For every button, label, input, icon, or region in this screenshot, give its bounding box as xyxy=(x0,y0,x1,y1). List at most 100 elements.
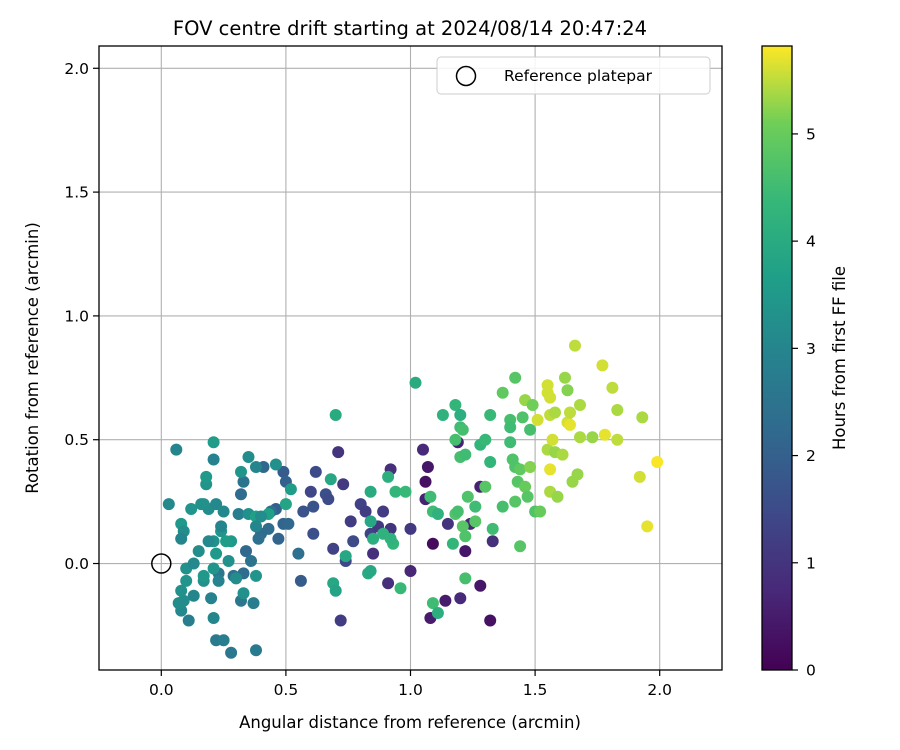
data-point xyxy=(247,597,260,610)
data-point xyxy=(344,515,357,528)
data-point xyxy=(235,465,247,478)
data-point xyxy=(292,547,305,560)
data-point xyxy=(409,376,422,389)
data-point xyxy=(250,569,262,582)
data-point xyxy=(162,498,175,511)
data-point xyxy=(367,547,380,560)
data-point xyxy=(202,535,215,548)
data-point xyxy=(232,508,245,520)
data-point xyxy=(479,480,492,493)
data-point xyxy=(377,505,390,518)
data-point xyxy=(431,607,444,619)
data-point xyxy=(636,411,649,424)
data-point xyxy=(212,574,225,587)
data-point xyxy=(571,468,584,481)
x-tick-label: 0.0 xyxy=(149,681,174,699)
data-point xyxy=(606,381,619,394)
data-point xyxy=(192,545,205,558)
legend-box xyxy=(436,56,711,95)
x-tick-label: 1.5 xyxy=(523,681,548,699)
data-point xyxy=(307,527,320,540)
data-point xyxy=(509,371,522,384)
data-point xyxy=(364,565,377,577)
data-point xyxy=(419,475,432,488)
data-point xyxy=(449,433,462,446)
data-point xyxy=(569,339,581,352)
data-point xyxy=(641,520,654,533)
data-point xyxy=(197,569,210,582)
data-point xyxy=(175,532,188,545)
data-point xyxy=(504,421,517,434)
data-point xyxy=(332,446,345,459)
data-point xyxy=(170,443,183,456)
data-point xyxy=(556,448,569,461)
data-point xyxy=(182,614,195,627)
x-axis-label: Angular distance from reference (arcmin) xyxy=(239,713,581,732)
data-point xyxy=(334,614,347,627)
legend-label: Reference platepar xyxy=(504,67,653,85)
data-point xyxy=(456,520,469,533)
colorbar xyxy=(762,46,792,670)
data-point xyxy=(205,592,218,605)
data-point xyxy=(486,522,499,535)
data-point xyxy=(459,572,472,585)
y-tick-label: 1.5 xyxy=(64,184,89,202)
data-point xyxy=(269,458,282,471)
colorbar-tick-label: 0 xyxy=(806,662,816,680)
x-tick-label: 0.5 xyxy=(274,681,299,699)
data-point xyxy=(187,589,200,602)
data-point xyxy=(421,461,434,473)
data-point xyxy=(439,594,452,607)
data-point xyxy=(382,577,395,590)
data-point xyxy=(459,545,472,558)
data-point xyxy=(252,532,265,545)
data-point xyxy=(541,379,554,392)
data-point xyxy=(235,488,247,501)
data-point xyxy=(329,584,342,597)
data-point xyxy=(284,483,297,496)
data-point xyxy=(526,399,539,411)
data-point xyxy=(185,503,198,515)
data-point xyxy=(441,517,454,530)
data-point xyxy=(404,565,417,577)
data-point xyxy=(367,532,380,545)
data-point xyxy=(240,545,252,558)
data-point xyxy=(364,485,377,498)
data-point xyxy=(596,359,609,372)
data-point xyxy=(449,399,462,411)
data-point xyxy=(279,498,292,511)
data-point xyxy=(304,485,317,498)
data-point xyxy=(451,505,464,518)
data-point xyxy=(454,592,467,605)
data-point xyxy=(307,500,320,513)
data-point xyxy=(504,436,517,449)
data-point xyxy=(479,433,492,446)
colorbar-tick-label: 3 xyxy=(806,340,816,358)
data-point xyxy=(534,505,547,518)
data-point xyxy=(272,532,285,545)
data-point xyxy=(382,470,395,483)
data-point xyxy=(531,413,544,426)
data-point xyxy=(324,473,337,486)
data-point xyxy=(561,384,574,397)
data-point xyxy=(242,451,255,463)
data-point xyxy=(217,505,230,518)
data-point xyxy=(461,490,474,503)
x-tick-label: 2.0 xyxy=(647,681,672,699)
colorbar-ticks: 0 1 2 3 4 5 xyxy=(792,125,816,680)
data-point xyxy=(207,436,220,449)
data-point xyxy=(469,500,482,513)
y-tick-label: 2.0 xyxy=(64,60,89,78)
data-point xyxy=(225,646,238,659)
data-point xyxy=(215,520,228,533)
data-point xyxy=(521,490,534,503)
data-point xyxy=(389,485,402,498)
data-point xyxy=(207,562,220,575)
data-point xyxy=(200,470,213,483)
data-point xyxy=(514,540,527,553)
data-point xyxy=(404,522,417,535)
data-point xyxy=(459,448,472,461)
data-point xyxy=(399,485,412,498)
